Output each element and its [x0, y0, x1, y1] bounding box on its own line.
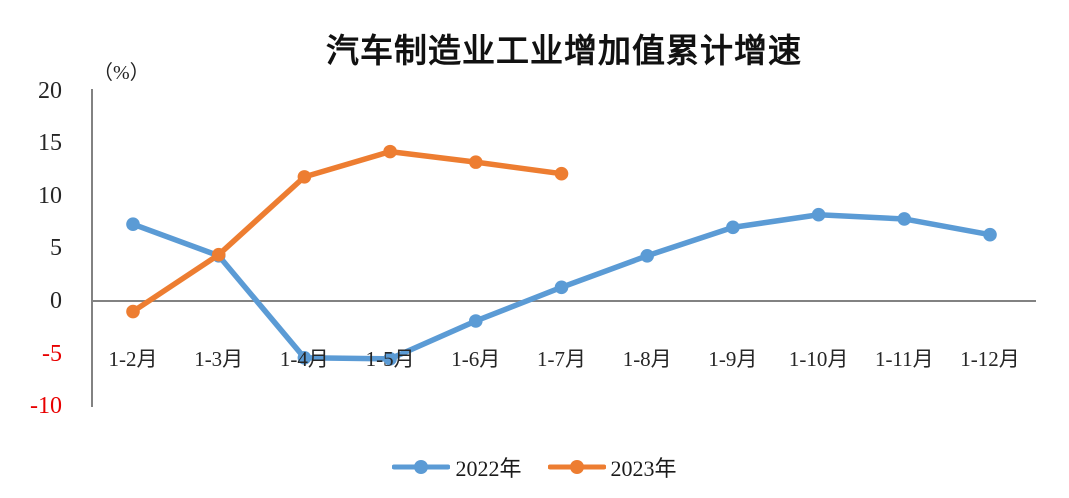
x-tick-label: 1-10月 — [788, 347, 849, 371]
legend-label-2022: 2022年 — [455, 456, 522, 481]
line-marker-icon — [547, 459, 606, 475]
data-point-2022年 — [983, 227, 997, 242]
y-tick-label: 0 — [50, 288, 62, 314]
data-point-2022年 — [469, 314, 483, 328]
series-line-2023年 — [130, 148, 565, 315]
x-tick-label: 1-12月 — [960, 347, 1020, 371]
data-point-2022年 — [297, 351, 312, 365]
data-point-2022年 — [897, 212, 912, 226]
data-point-2022年 — [383, 352, 397, 366]
y-tick-label: -5 — [42, 340, 62, 367]
y-tick-label: 20 — [38, 77, 62, 104]
x-tick-label: 1-4月 — [279, 347, 329, 371]
x-tick-label: 1-2月 — [108, 347, 158, 371]
data-point-2023年 — [126, 304, 140, 319]
data-point-2023年 — [211, 247, 226, 262]
y-tick-label: 5 — [50, 235, 62, 262]
y-tick-label: -10 — [30, 393, 62, 420]
y-tick-label: 15 — [38, 130, 62, 157]
data-point-2022年 — [726, 220, 740, 235]
x-tick-label: 1-7月 — [537, 347, 586, 371]
legend-item-2023: 2023年 — [547, 451, 677, 483]
data-point-2022年 — [811, 207, 826, 222]
data-point-2023年 — [383, 144, 397, 159]
x-tick-label: 1-6月 — [451, 347, 501, 371]
x-tick-label: 1-3月 — [194, 347, 244, 371]
data-point-2023年 — [554, 166, 569, 181]
x-tick-label: 1-11月 — [874, 347, 934, 371]
legend: 2022年 2023年 — [0, 451, 1069, 483]
y-tick-label: 10 — [38, 182, 62, 209]
y-axis-unit-label: （%） — [93, 62, 150, 84]
x-tick-label: 1-9月 — [708, 347, 758, 371]
data-point-2022年 — [554, 280, 569, 295]
chart-title: 汽车制造业工业增加值累计增速 — [326, 34, 802, 70]
data-point-2022年 — [640, 248, 654, 263]
data-point-2022年 — [126, 217, 140, 232]
legend-label-2023: 2023年 — [610, 456, 677, 481]
x-tick-label: 1-5月 — [365, 347, 415, 371]
legend-item-2022: 2022年 — [391, 451, 522, 483]
x-tick-label: 1-8月 — [622, 347, 672, 371]
data-point-2023年 — [469, 155, 483, 169]
data-point-2023年 — [297, 170, 312, 184]
line-marker-icon — [391, 459, 451, 475]
